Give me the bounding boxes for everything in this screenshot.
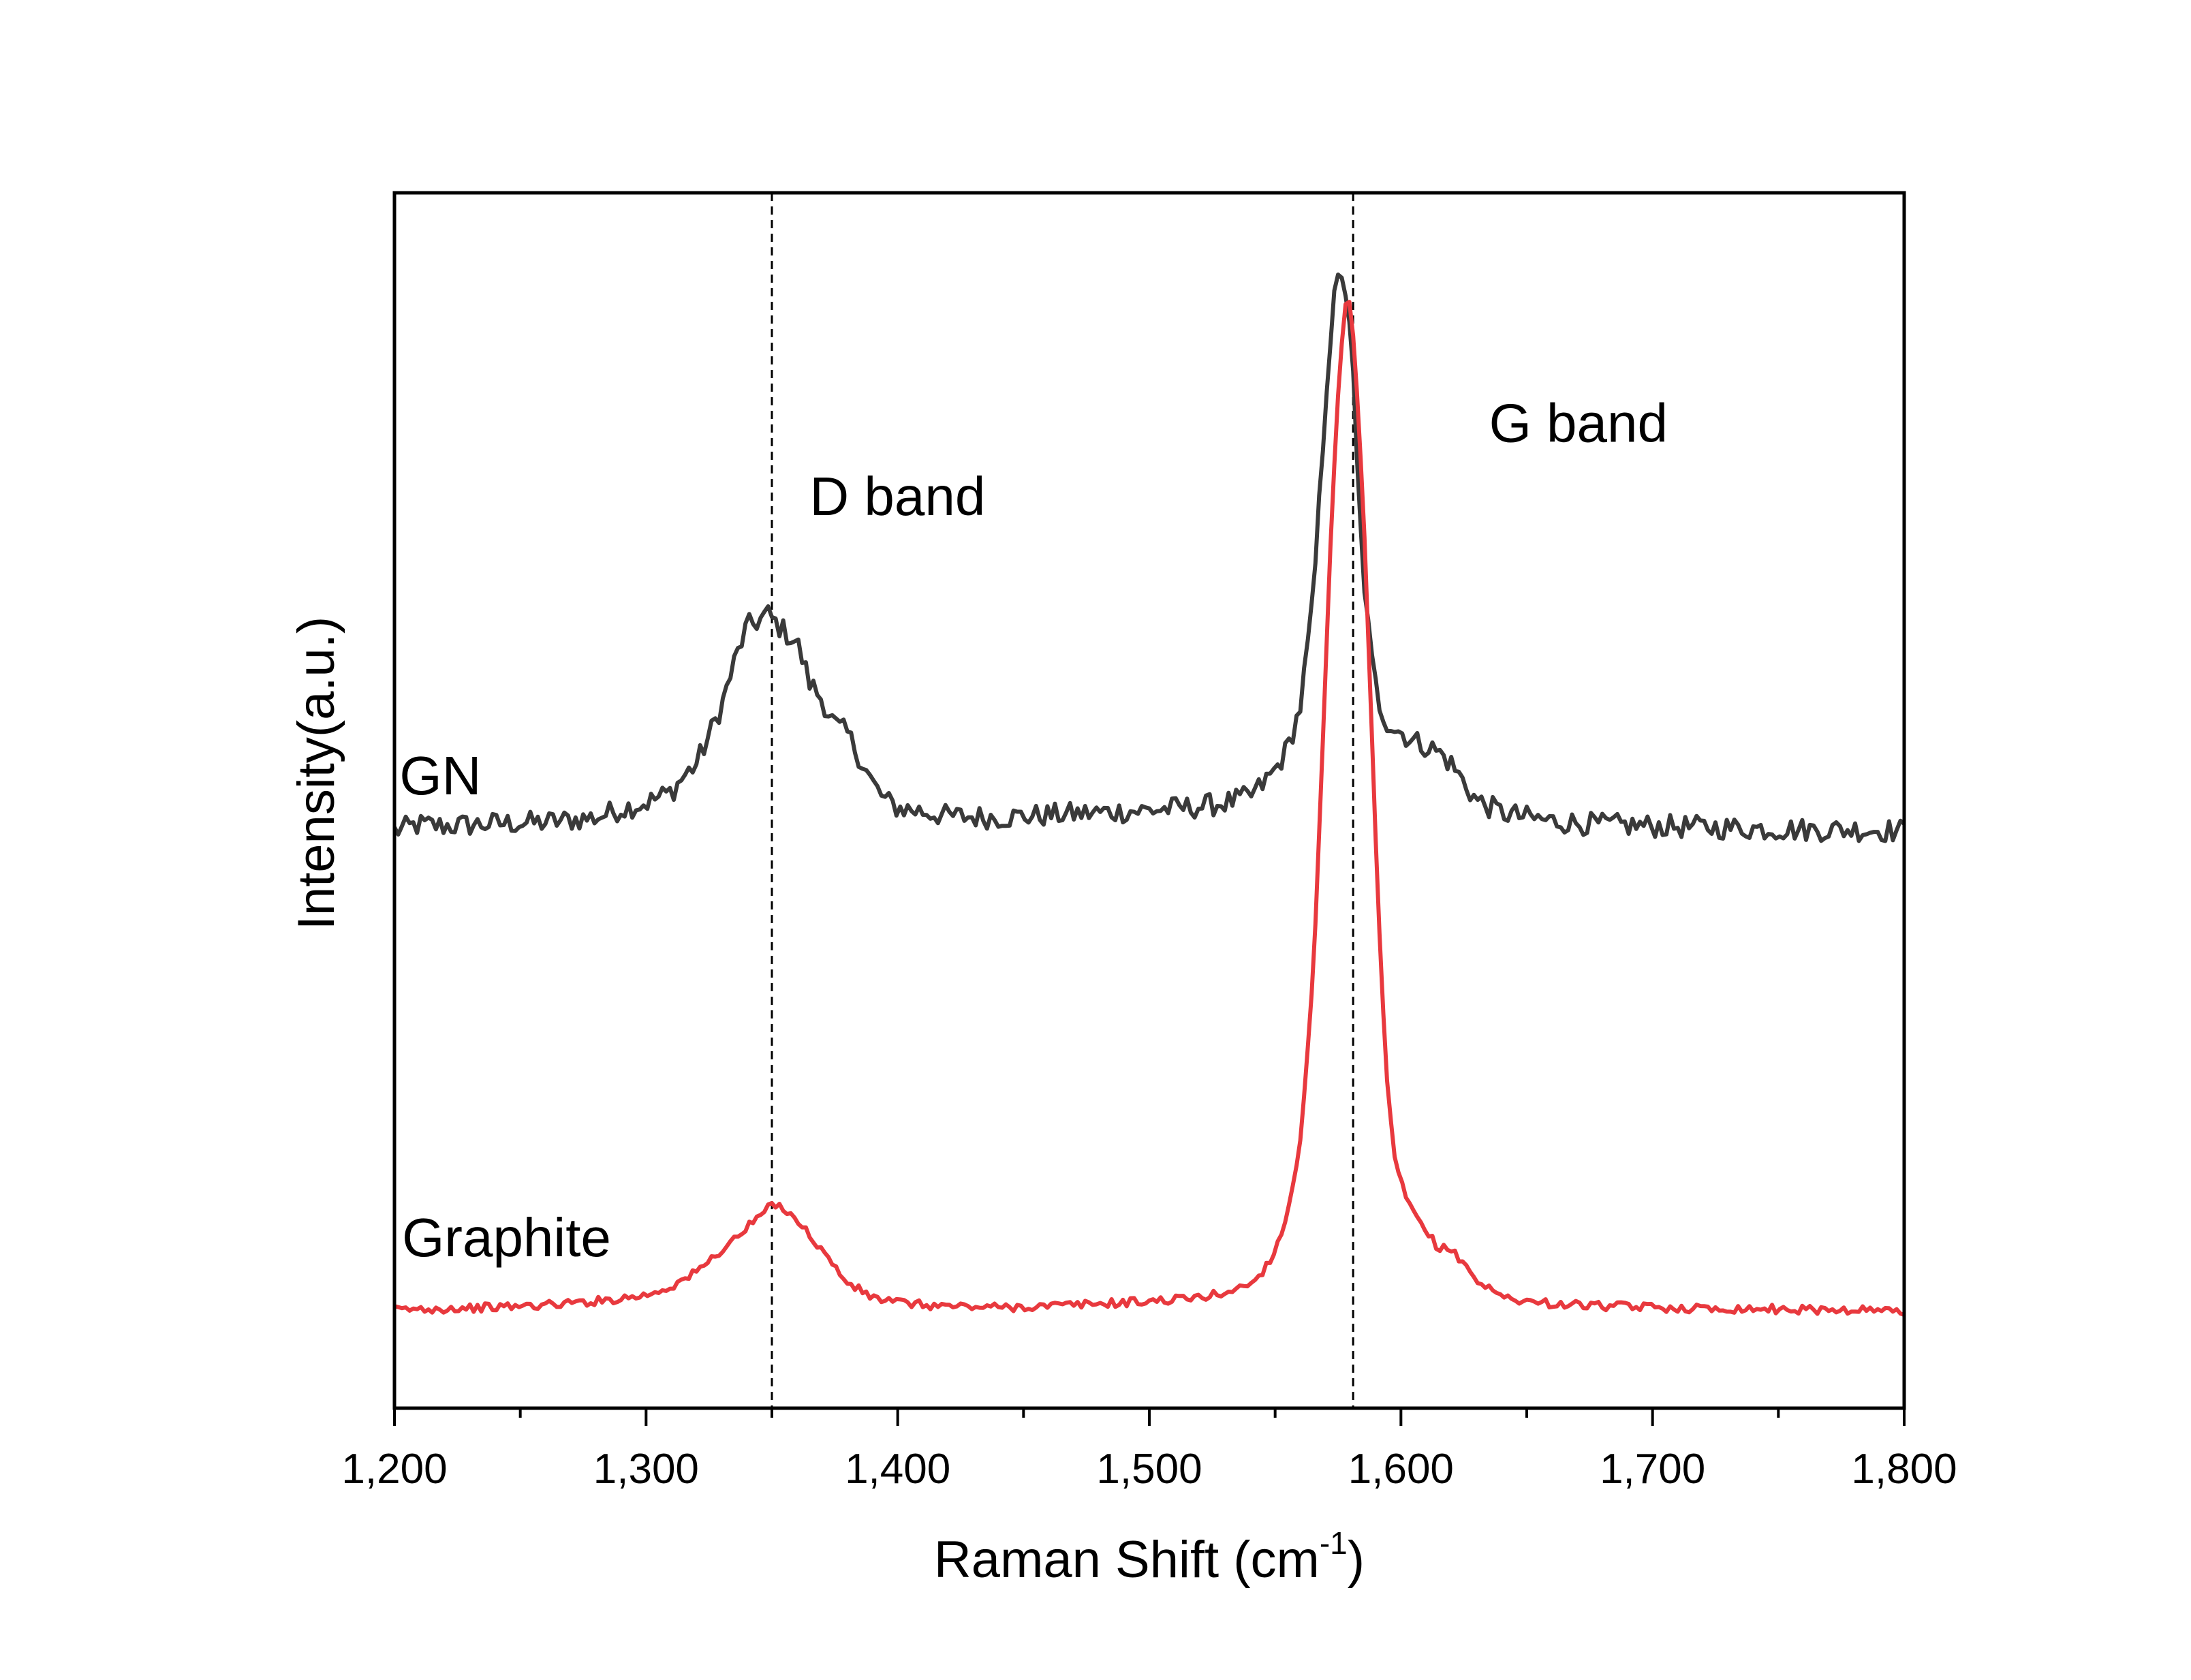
x-tick-label: 1,600 [1348, 1446, 1454, 1493]
plot-frame [392, 191, 1906, 1410]
axes-group: 1,200 1,300 1,400 1,500 1,600 1,700 1,800 [341, 1408, 1957, 1493]
axis-titles: Raman Shift (cm-1) Intensity(a.u.) [288, 617, 1365, 1589]
x-tick-label: 1,800 [1851, 1446, 1957, 1493]
annotation-graphite: Graphite [402, 1207, 611, 1268]
annotation-gn: GN [399, 745, 481, 806]
x-tick-label: 1,200 [341, 1446, 447, 1493]
annotation-g-band: G band [1489, 393, 1668, 454]
y-axis-title: Intensity(a.u.) [288, 617, 345, 930]
series-group [392, 273, 1906, 1317]
series-line-gn [392, 273, 1906, 843]
reference-lines [771, 193, 1354, 1408]
annotation-d-band: D band [809, 466, 985, 527]
x-axis-title: Raman Shift (cm-1) [934, 1525, 1365, 1589]
x-tick-label: 1,500 [1096, 1446, 1202, 1493]
x-tick-label: 1,400 [845, 1446, 950, 1493]
x-tick-label: 1,700 [1600, 1446, 1705, 1493]
x-axis-title-close: ) [1348, 1531, 1365, 1589]
series-line-graphite [394, 300, 1905, 1317]
x-axis-title-sup: -1 [1320, 1525, 1348, 1561]
x-axis-title-main: Raman Shift (cm [934, 1531, 1320, 1589]
x-tick-label: 1,300 [593, 1446, 699, 1493]
annotations-group: D band G band GN Graphite [399, 393, 1668, 1268]
